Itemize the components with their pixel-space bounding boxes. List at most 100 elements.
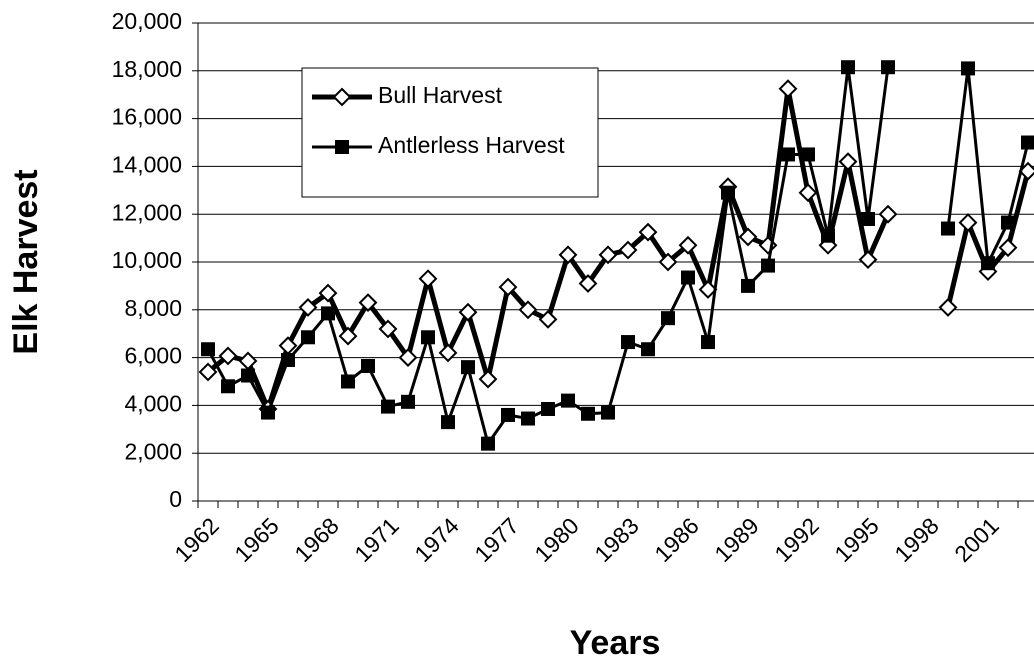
legend-box — [301, 67, 599, 198]
data-point — [521, 411, 535, 426]
data-point — [681, 270, 695, 285]
data-point — [458, 302, 478, 322]
data-point — [401, 394, 415, 409]
data-point — [501, 407, 515, 422]
data-point — [218, 346, 238, 366]
y-tick-label: 14,000 — [112, 151, 182, 177]
data-point — [881, 60, 895, 75]
x-axis-title: Years — [570, 624, 661, 662]
data-point — [558, 245, 578, 265]
data-point — [461, 360, 475, 375]
series-line — [946, 66, 1030, 265]
data-point — [621, 335, 635, 350]
data-point — [961, 61, 975, 76]
data-point — [858, 250, 878, 270]
data-point — [1021, 135, 1034, 150]
data-point — [941, 221, 955, 236]
data-point — [838, 152, 858, 172]
data-point — [1001, 215, 1015, 230]
data-point — [698, 280, 718, 299]
data-point — [381, 399, 395, 414]
data-point — [638, 222, 658, 242]
y-axis-title: Elk Harvest — [7, 169, 45, 354]
data-point — [378, 319, 398, 339]
data-point — [438, 343, 458, 363]
data-point — [661, 311, 675, 326]
data-point — [441, 415, 455, 430]
data-point — [518, 300, 538, 320]
data-point — [221, 379, 235, 394]
y-tick-label: 12,000 — [112, 199, 182, 225]
legend-marker — [335, 140, 349, 154]
y-tick-label: 16,000 — [112, 104, 182, 130]
data-point — [861, 211, 875, 226]
data-point — [418, 269, 438, 289]
data-point — [801, 147, 815, 162]
y-tick-label: 10,000 — [112, 247, 182, 273]
data-point — [678, 235, 698, 255]
data-point — [781, 147, 795, 162]
data-point — [538, 309, 558, 329]
data-point — [301, 330, 315, 345]
y-tick-label: 0 — [169, 486, 182, 512]
data-point — [841, 60, 855, 75]
data-point — [361, 358, 375, 373]
data-point — [601, 405, 615, 420]
data-point — [741, 278, 755, 293]
x-tick-label: 1998 — [889, 512, 944, 567]
x-tick-label: 1986 — [649, 512, 704, 567]
legend: Bull Harvest Antlerless Harvest — [301, 67, 599, 198]
data-point — [421, 330, 435, 345]
data-point — [398, 348, 418, 368]
y-tick-label: 2,000 — [124, 438, 182, 464]
data-point — [658, 252, 678, 272]
x-tick-label: 1977 — [469, 512, 524, 567]
data-point — [701, 335, 715, 350]
data-point — [578, 274, 598, 293]
x-tick-label: 1968 — [289, 512, 344, 567]
x-tick-label: 1965 — [229, 512, 284, 567]
data-point — [721, 185, 735, 200]
data-point — [878, 204, 898, 224]
data-point — [241, 368, 255, 383]
data-point — [981, 256, 995, 271]
legend-label: Antlerless Harvest — [378, 132, 565, 158]
x-tick-label: 1971 — [349, 512, 404, 567]
data-point — [778, 79, 798, 99]
data-point — [358, 293, 378, 313]
data-point — [198, 362, 218, 382]
y-tick-label: 6,000 — [124, 343, 182, 369]
x-tick-label: 1995 — [829, 512, 884, 567]
data-point — [938, 297, 958, 317]
data-point — [318, 283, 338, 303]
data-point — [561, 393, 575, 408]
y-tick-label: 20,000 — [112, 8, 182, 34]
x-tick-label: 1974 — [409, 512, 464, 567]
x-tick-label: 2001 — [949, 512, 1004, 567]
data-point — [998, 238, 1018, 258]
data-point — [201, 342, 215, 357]
data-point — [821, 228, 835, 243]
data-point — [321, 306, 335, 321]
y-tick-label: 4,000 — [124, 390, 182, 416]
data-point — [581, 406, 595, 421]
data-point — [338, 326, 358, 346]
x-tick-label: 1989 — [709, 512, 764, 567]
data-point — [958, 213, 978, 232]
data-point — [761, 258, 775, 273]
y-tick-label: 18,000 — [112, 56, 182, 82]
data-point — [478, 369, 498, 389]
data-point — [238, 351, 258, 371]
x-tick-label: 1992 — [769, 512, 824, 567]
legend-label: Bull Harvest — [378, 82, 503, 108]
data-point — [618, 240, 638, 260]
x-tick-label: 1980 — [529, 512, 584, 567]
data-point — [481, 436, 495, 451]
data-point — [341, 374, 355, 389]
data-point — [298, 297, 318, 317]
legend-marker — [332, 87, 352, 107]
data-point — [738, 227, 758, 247]
data-point — [798, 183, 818, 203]
data-point — [281, 352, 295, 367]
